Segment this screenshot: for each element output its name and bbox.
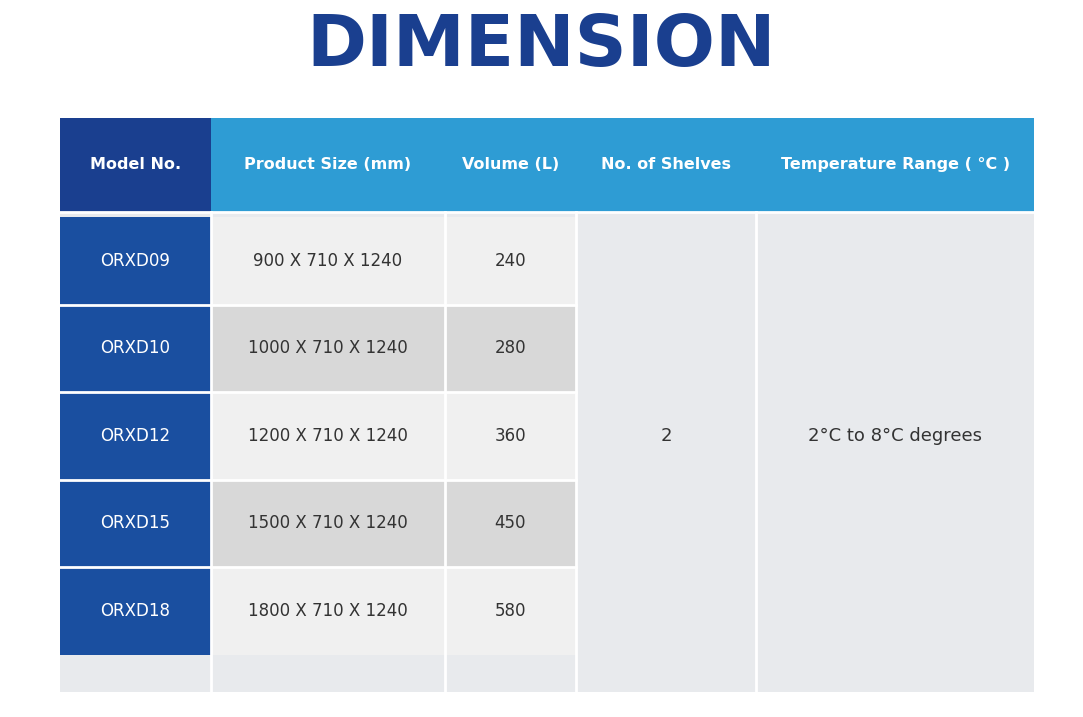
Bar bbox=[756, 480, 1034, 567]
Text: ORXD10: ORXD10 bbox=[100, 339, 170, 358]
Bar bbox=[210, 217, 444, 305]
Text: DIMENSION: DIMENSION bbox=[306, 12, 777, 81]
Text: ORXD18: ORXD18 bbox=[100, 602, 170, 620]
Text: 450: 450 bbox=[495, 514, 526, 533]
Bar bbox=[756, 217, 1034, 305]
Bar bbox=[444, 392, 576, 480]
Text: ORXD12: ORXD12 bbox=[100, 427, 170, 445]
Bar bbox=[210, 567, 444, 655]
Bar bbox=[60, 118, 1034, 692]
Bar bbox=[756, 392, 1034, 480]
Bar bbox=[60, 118, 210, 212]
Text: 1800 X 710 X 1240: 1800 X 710 X 1240 bbox=[248, 602, 407, 620]
Text: 1000 X 710 X 1240: 1000 X 710 X 1240 bbox=[248, 339, 407, 358]
Text: ORXD09: ORXD09 bbox=[100, 252, 170, 270]
Bar bbox=[444, 567, 576, 655]
Bar bbox=[576, 305, 756, 392]
Bar bbox=[444, 305, 576, 392]
Text: 2: 2 bbox=[661, 427, 673, 445]
Text: Volume (L): Volume (L) bbox=[461, 158, 559, 172]
Text: 240: 240 bbox=[495, 252, 526, 270]
Bar bbox=[576, 480, 756, 567]
Bar bbox=[60, 480, 210, 567]
Bar bbox=[60, 392, 210, 480]
Bar bbox=[60, 305, 210, 392]
Bar bbox=[60, 567, 210, 655]
Bar bbox=[444, 118, 576, 212]
Text: No. of Shelves: No. of Shelves bbox=[601, 158, 731, 172]
Bar bbox=[210, 305, 444, 392]
Bar bbox=[576, 217, 756, 305]
Text: Product Size (mm): Product Size (mm) bbox=[244, 158, 412, 172]
Bar bbox=[576, 567, 756, 655]
Text: 280: 280 bbox=[495, 339, 526, 358]
Text: 900 X 710 X 1240: 900 X 710 X 1240 bbox=[253, 252, 402, 270]
Bar bbox=[444, 217, 576, 305]
Bar bbox=[210, 118, 444, 212]
Text: 580: 580 bbox=[495, 602, 526, 620]
Text: 2°C to 8°C degrees: 2°C to 8°C degrees bbox=[808, 427, 982, 445]
Bar bbox=[576, 118, 756, 212]
Bar bbox=[60, 217, 210, 305]
Text: 1200 X 710 X 1240: 1200 X 710 X 1240 bbox=[248, 427, 407, 445]
Bar bbox=[756, 118, 1034, 212]
Bar bbox=[444, 480, 576, 567]
Bar bbox=[756, 567, 1034, 655]
Bar bbox=[210, 392, 444, 480]
Bar bbox=[210, 480, 444, 567]
Bar bbox=[576, 392, 756, 480]
Bar bbox=[756, 305, 1034, 392]
Text: 1500 X 710 X 1240: 1500 X 710 X 1240 bbox=[248, 514, 407, 533]
Text: 360: 360 bbox=[495, 427, 526, 445]
Text: ORXD15: ORXD15 bbox=[100, 514, 170, 533]
Text: Temperature Range ( °C ): Temperature Range ( °C ) bbox=[781, 158, 1010, 172]
Text: Model No.: Model No. bbox=[90, 158, 181, 172]
